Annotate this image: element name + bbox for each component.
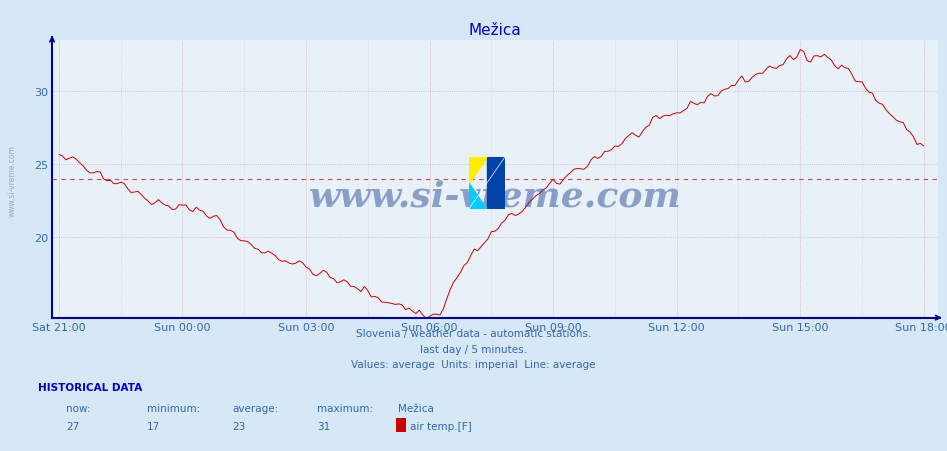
Title: Mežica: Mežica [469,23,521,38]
Text: www.si-vreme.com: www.si-vreme.com [8,144,17,216]
Text: now:: now: [66,403,91,413]
Polygon shape [469,184,487,210]
Text: minimum:: minimum: [147,403,200,413]
Text: Mežica: Mežica [398,403,434,413]
Text: 27: 27 [66,421,80,431]
Text: 17: 17 [147,421,160,431]
Text: 31: 31 [317,421,331,431]
Text: average:: average: [232,403,278,413]
Text: 23: 23 [232,421,245,431]
Text: HISTORICAL DATA: HISTORICAL DATA [38,382,142,392]
Text: air temp.[F]: air temp.[F] [410,421,472,431]
Polygon shape [469,158,487,184]
Polygon shape [469,158,487,184]
Text: Values: average  Units: imperial  Line: average: Values: average Units: imperial Line: av… [351,359,596,369]
Text: Slovenia / weather data - automatic stations.: Slovenia / weather data - automatic stat… [356,328,591,338]
Polygon shape [487,158,505,210]
Text: www.si-vreme.com: www.si-vreme.com [309,179,681,213]
Text: maximum:: maximum: [317,403,373,413]
Polygon shape [469,184,487,210]
Text: last day / 5 minutes.: last day / 5 minutes. [420,344,527,354]
